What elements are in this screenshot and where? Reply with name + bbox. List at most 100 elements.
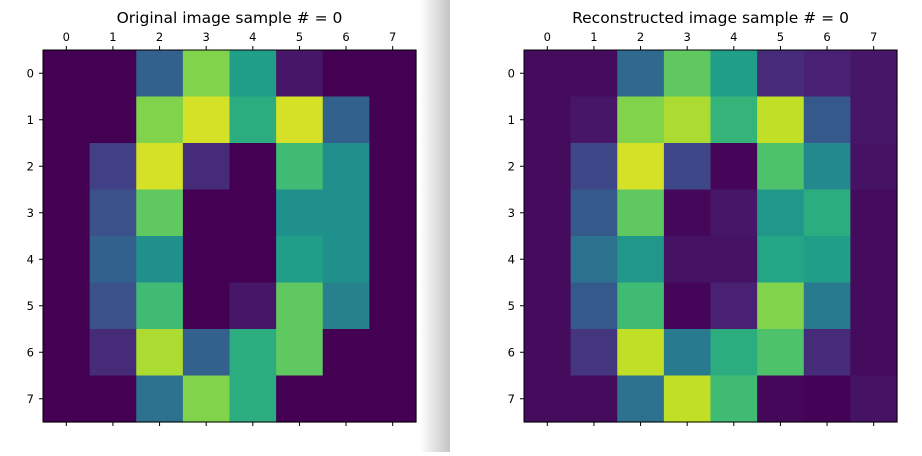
heatmap-cell bbox=[570, 96, 618, 144]
heatmap-cell bbox=[850, 143, 898, 191]
heatmap-cell bbox=[570, 329, 618, 377]
heatmap-cell bbox=[850, 282, 898, 330]
heatmap-cell bbox=[322, 375, 370, 423]
heatmap-cell bbox=[710, 143, 758, 191]
heatmap-cell bbox=[136, 50, 184, 98]
y-tick-label: 2 bbox=[27, 159, 34, 173]
heatmap-cell bbox=[757, 143, 805, 191]
heatmap-cell bbox=[757, 282, 805, 330]
x-tick-label: 3 bbox=[684, 30, 691, 44]
heatmap-cell bbox=[617, 96, 665, 144]
heatmap-cell bbox=[182, 143, 231, 191]
window-edge-shadow bbox=[420, 0, 450, 452]
heatmap-cell bbox=[43, 282, 91, 330]
heatmap-cell bbox=[850, 329, 898, 377]
heatmap-cell bbox=[369, 282, 417, 330]
heatmap-cell bbox=[369, 189, 417, 237]
plot-frame bbox=[523, 49, 898, 423]
heatmap-cell bbox=[276, 282, 324, 330]
heatmap-cell bbox=[229, 282, 277, 330]
heatmap-cell bbox=[710, 189, 758, 237]
heatmap-cell bbox=[276, 96, 324, 144]
y-tick-label: 4 bbox=[27, 252, 34, 266]
y-tick-label: 7 bbox=[27, 392, 34, 406]
heatmap-cell bbox=[322, 50, 370, 98]
x-tick-label: 4 bbox=[249, 30, 256, 44]
heatmap-cell bbox=[89, 50, 137, 98]
heatmap-cell bbox=[182, 189, 231, 237]
heatmap-cell bbox=[229, 236, 277, 284]
heatmap-cell bbox=[229, 375, 277, 423]
y-tick-label: 4 bbox=[508, 252, 515, 266]
heatmap-cell bbox=[757, 50, 805, 98]
y-tick-label: 5 bbox=[508, 299, 515, 313]
heatmap-cell bbox=[276, 143, 324, 191]
heatmap-cell bbox=[710, 282, 758, 330]
heatmap-cell bbox=[229, 96, 277, 144]
heatmap-cell bbox=[229, 143, 277, 191]
reconstructed-image-heatmap: Reconstructed image sample # = 0 0 1 2 3 4 5 6 7… bbox=[508, 9, 898, 426]
heatmap-cell bbox=[136, 189, 184, 237]
heatmap-cell bbox=[369, 329, 417, 377]
heatmap-cell bbox=[803, 236, 851, 284]
heatmap-cell bbox=[710, 375, 758, 423]
heatmap-cell bbox=[182, 96, 231, 144]
heatmap-cell bbox=[850, 50, 898, 98]
heatmap-cell bbox=[524, 143, 572, 191]
heatmap-cell bbox=[136, 96, 184, 144]
heatmap-cell bbox=[663, 189, 712, 237]
heatmap-cell bbox=[617, 375, 665, 423]
x-tick-label: 5 bbox=[296, 30, 303, 44]
heatmap-cell bbox=[322, 329, 370, 377]
heatmap-cell bbox=[229, 189, 277, 237]
heatmap-cell bbox=[136, 236, 184, 284]
y-tick-label: 1 bbox=[27, 113, 34, 127]
heatmap-cell bbox=[276, 236, 324, 284]
heatmap-cell bbox=[182, 375, 231, 423]
heatmap-cell bbox=[617, 236, 665, 284]
x-tick-label: 6 bbox=[342, 30, 349, 44]
heatmap-cell bbox=[136, 329, 184, 377]
heatmap-cell bbox=[663, 50, 712, 98]
x-tick-label: 7 bbox=[389, 30, 396, 44]
heatmap-cell bbox=[89, 329, 137, 377]
heatmap-cell bbox=[369, 143, 417, 191]
y-tick-label: 2 bbox=[508, 159, 515, 173]
heatmap-cell bbox=[617, 329, 665, 377]
heatmap-cell bbox=[43, 96, 91, 144]
x-tick-label: 4 bbox=[730, 30, 737, 44]
heatmap-cell bbox=[524, 236, 572, 284]
heatmap-cell bbox=[524, 329, 572, 377]
heatmap-cell bbox=[182, 329, 231, 377]
plot-frame bbox=[42, 49, 417, 423]
x-tick-label: 0 bbox=[63, 30, 70, 44]
heatmap-cell bbox=[322, 143, 370, 191]
original-image-heatmap: Original image sample # = 0 0 1 2 3 4 5 6 7 0 1 2 3 4… bbox=[27, 9, 417, 426]
heatmap-cell bbox=[663, 236, 712, 284]
y-tick-label: 6 bbox=[27, 345, 34, 359]
y-tick-label: 1 bbox=[508, 113, 515, 127]
heatmap-cell bbox=[182, 282, 231, 330]
heatmap-cell bbox=[524, 50, 572, 98]
heatmap-cell bbox=[136, 143, 184, 191]
heatmap-cell bbox=[663, 329, 712, 377]
heatmap-cell bbox=[182, 236, 231, 284]
heatmap-cell bbox=[322, 189, 370, 237]
heatmap-cell bbox=[663, 96, 712, 144]
heatmap-cell bbox=[850, 236, 898, 284]
heatmap-cell bbox=[710, 96, 758, 144]
heatmap-cell bbox=[89, 282, 137, 330]
heatmap-cell bbox=[276, 375, 324, 423]
heatmap-cell bbox=[710, 236, 758, 284]
heatmap-cell bbox=[570, 143, 618, 191]
heatmap-cell bbox=[43, 143, 91, 191]
heatmap-cell bbox=[369, 96, 417, 144]
heatmap-cell bbox=[850, 189, 898, 237]
x-tick-label: 6 bbox=[823, 30, 830, 44]
heatmap-cell bbox=[322, 96, 370, 144]
x-tick-label: 5 bbox=[777, 30, 784, 44]
original-panel: Original image sample # = 0 0 1 2 3 4 5 6 7 0 1 2 3 4… bbox=[0, 0, 440, 452]
y-tick-label: 7 bbox=[508, 392, 515, 406]
heatmap-cell bbox=[229, 329, 277, 377]
heatmap-cell bbox=[803, 50, 851, 98]
